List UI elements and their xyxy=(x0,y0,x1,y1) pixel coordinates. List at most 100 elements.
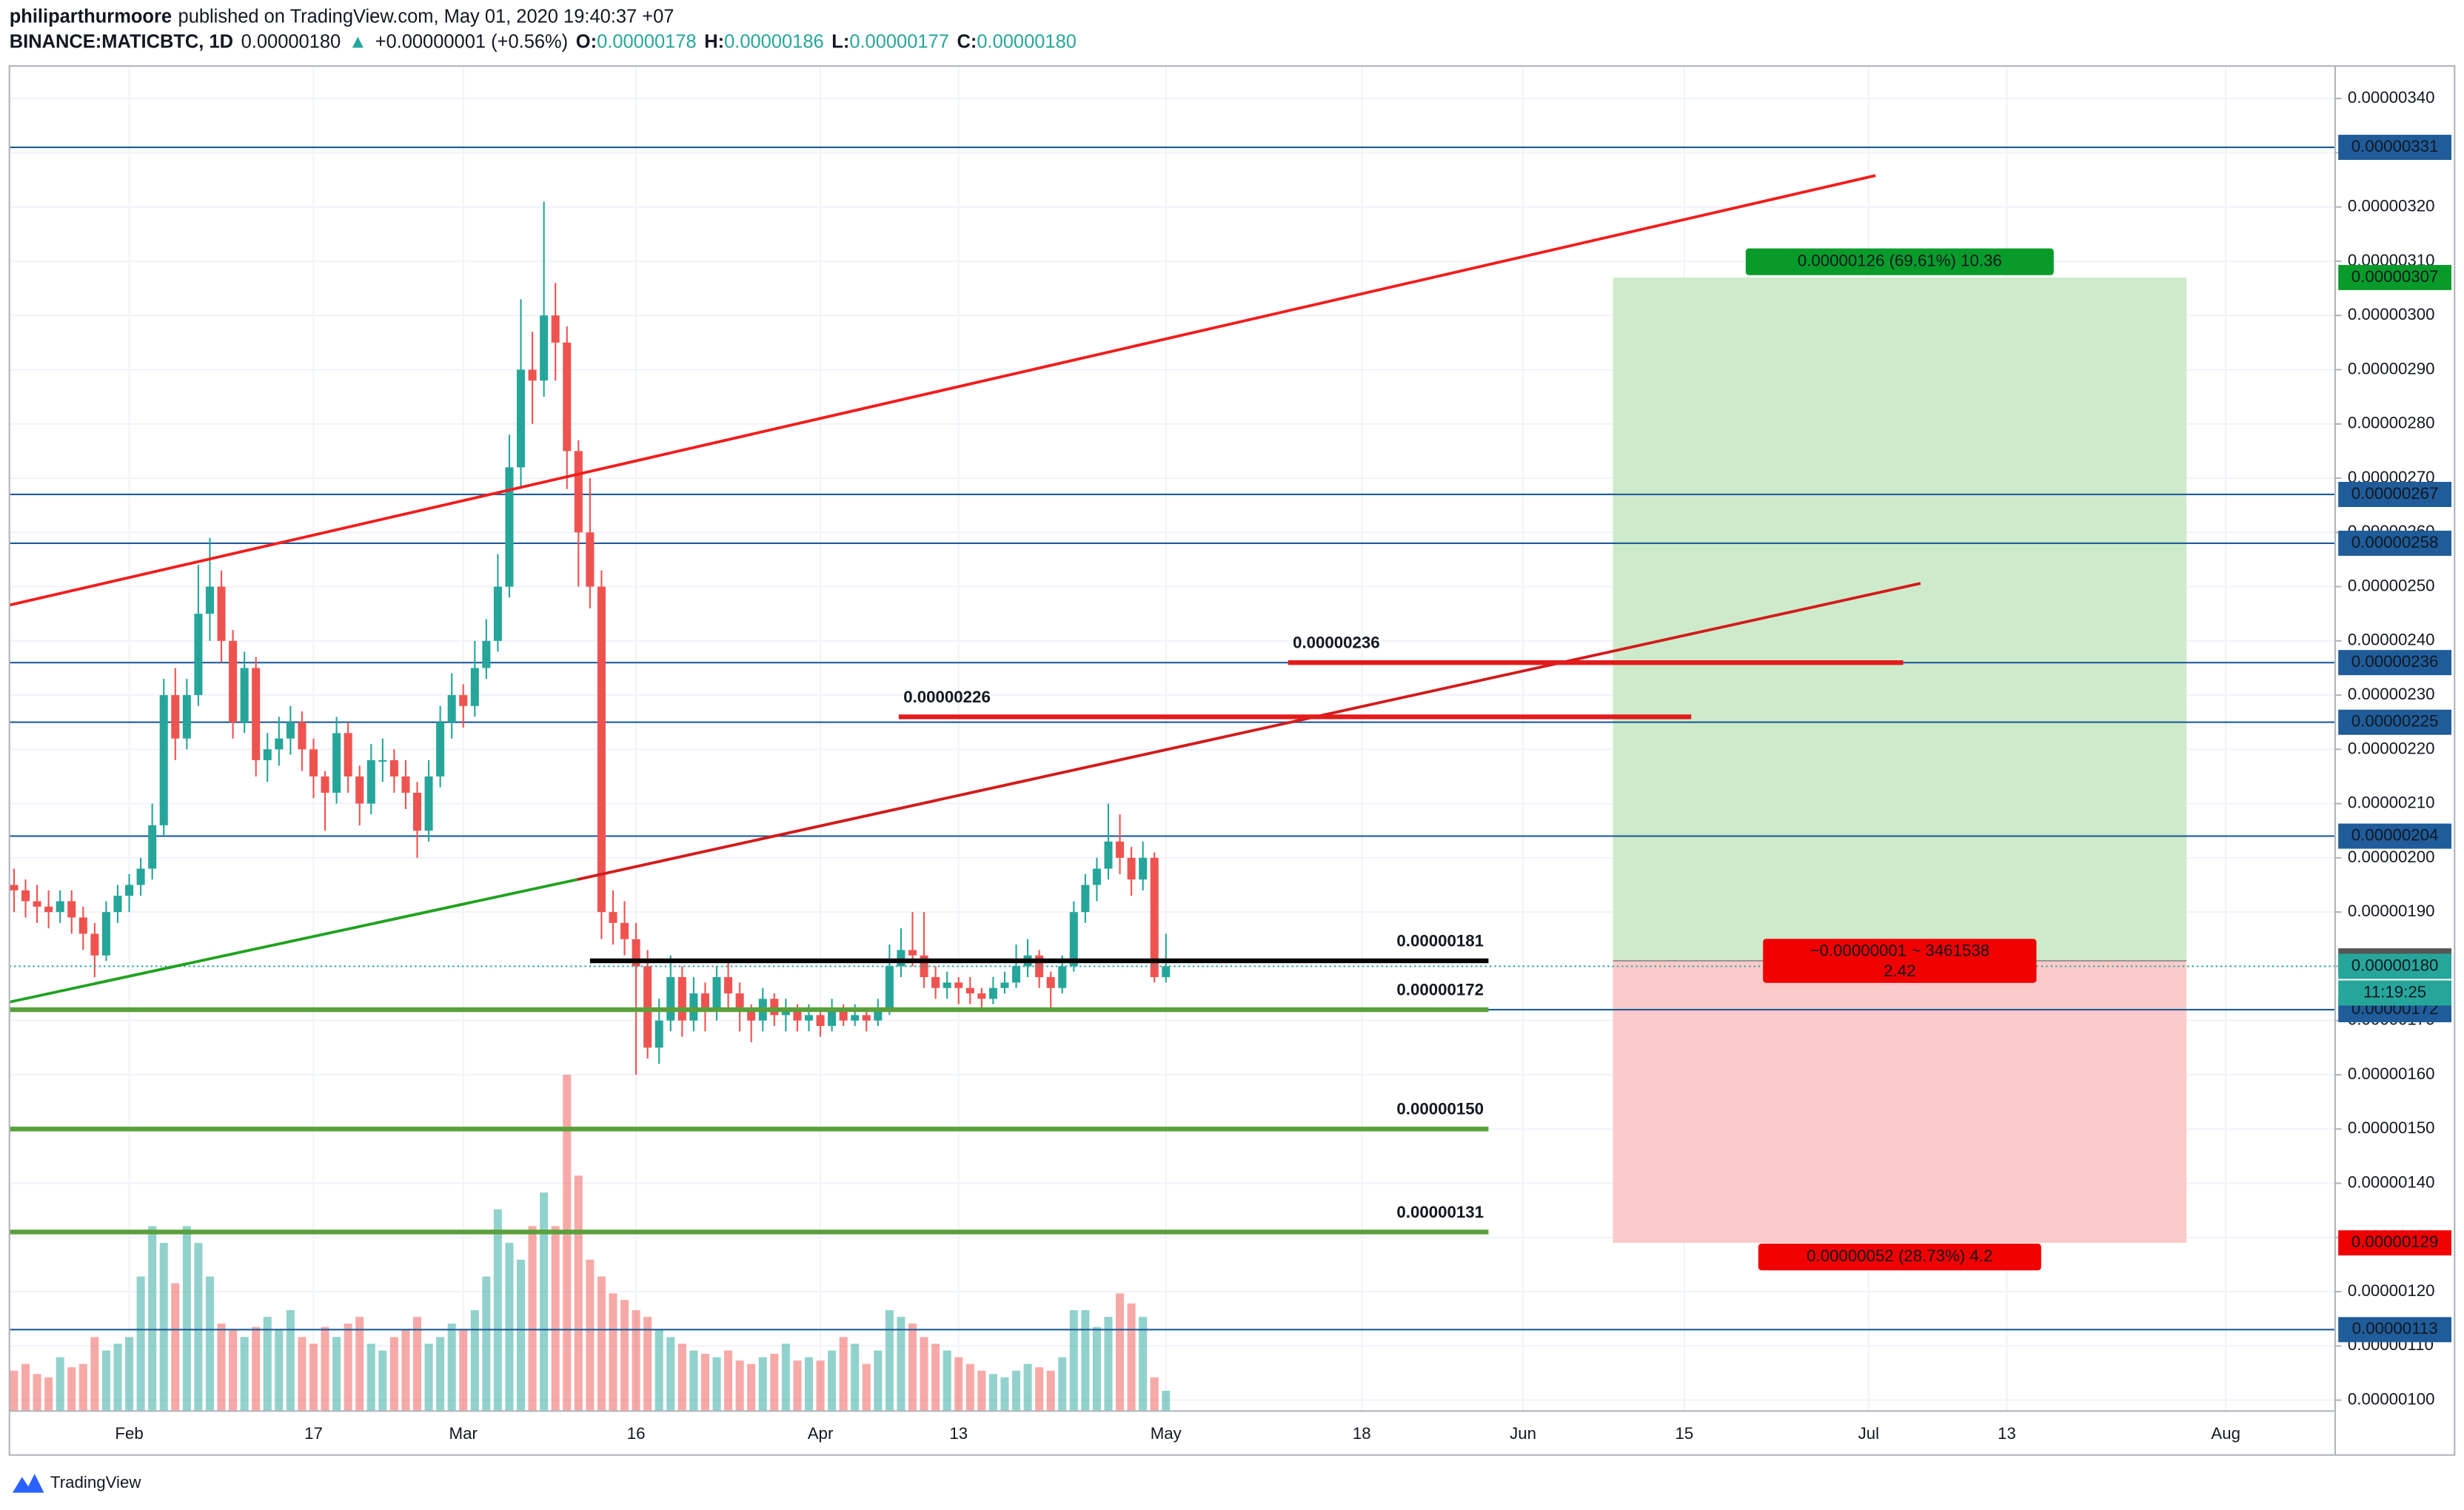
candle-body xyxy=(770,999,779,1016)
quote-line: BINANCE:MATICBTC, 1D 0.00000180 ▲ +0.000000… xyxy=(10,31,1077,52)
x-tick-label: May xyxy=(1151,1424,1182,1443)
candle-body xyxy=(332,733,341,793)
volume-bar xyxy=(412,1317,422,1412)
candle-body xyxy=(344,733,352,777)
volume-bar xyxy=(517,1259,526,1412)
candle-body xyxy=(597,586,606,913)
candle-body xyxy=(67,901,76,918)
volume-bar xyxy=(136,1276,145,1412)
candle-body xyxy=(171,695,180,739)
volume-bar xyxy=(1127,1303,1136,1412)
y-tick-label: 0.00000290 xyxy=(2348,359,2435,378)
price-line-label-box xyxy=(2338,482,2452,507)
change: +0.00000001 (+0.56%) xyxy=(375,31,569,52)
entry-label: −0.00000001 ~ 3461538 xyxy=(1810,941,1990,959)
volume-bar xyxy=(90,1337,99,1412)
volume-bar xyxy=(609,1293,617,1412)
volume-bar xyxy=(965,1363,974,1412)
volume-bar xyxy=(528,1226,537,1412)
candle-body xyxy=(355,776,364,804)
target-label: 0.00000126 (69.61%) 10.36 xyxy=(1798,252,2002,270)
candle-body xyxy=(724,977,733,994)
y-tick-label: 0.00000250 xyxy=(2348,576,2435,594)
candle-body xyxy=(735,993,744,1010)
candle-body xyxy=(654,1020,663,1048)
volume-bar xyxy=(563,1074,572,1412)
trend-line xyxy=(577,582,1921,882)
brand[interactable]: TradingView xyxy=(50,1473,141,1491)
candle-body xyxy=(1150,857,1159,978)
volume-bar xyxy=(332,1337,341,1412)
price-line-label-box xyxy=(2338,530,2452,556)
volume-bar xyxy=(436,1337,445,1412)
volume-bar xyxy=(56,1357,64,1412)
level-label: 0.00000150 xyxy=(1396,1100,1484,1118)
candle-body xyxy=(781,1010,790,1016)
candle-body xyxy=(482,640,491,668)
candle-body xyxy=(78,917,87,934)
candle-body xyxy=(816,1015,825,1027)
open: 0.00000178 xyxy=(597,31,697,52)
candle-body xyxy=(182,695,191,739)
volume-bar xyxy=(182,1226,191,1412)
volume-bar xyxy=(874,1350,883,1412)
x-tick-label: 13 xyxy=(949,1424,968,1443)
price-line-label: 0.00000267 xyxy=(2351,484,2439,503)
marker-label: 0.00000307 xyxy=(2351,267,2439,286)
volume-bar xyxy=(229,1330,238,1412)
volume-bar xyxy=(205,1276,214,1412)
x-tick-label: 13 xyxy=(1998,1424,2016,1443)
candle-body xyxy=(21,890,30,902)
volume-bar xyxy=(67,1367,76,1412)
candle-body xyxy=(286,722,295,739)
candle-body xyxy=(309,749,318,776)
volume-bar xyxy=(378,1350,387,1412)
candle-body xyxy=(505,467,514,587)
volume-bar xyxy=(240,1337,249,1412)
candle-body xyxy=(1139,857,1148,880)
candle-body xyxy=(1012,966,1021,983)
volume-bar xyxy=(1069,1309,1078,1412)
arrow: ▲ xyxy=(349,31,367,52)
x-tick-label: 16 xyxy=(627,1424,646,1443)
loss-zone xyxy=(1613,961,2187,1244)
price-line-label-box xyxy=(2338,709,2452,735)
volume-bar xyxy=(401,1330,410,1412)
y-tick-label: 0.00000100 xyxy=(2348,1389,2435,1408)
candle-body xyxy=(747,1010,756,1021)
level-label: 0.00000131 xyxy=(1396,1203,1484,1221)
volume-bar xyxy=(275,1330,284,1412)
x-tick-label: Apr xyxy=(808,1424,834,1443)
candle-body xyxy=(954,982,963,988)
candle-body xyxy=(90,933,99,956)
candle-body xyxy=(965,987,974,994)
y-tick-label: 0.00000190 xyxy=(2348,902,2435,920)
volume-bar xyxy=(1035,1367,1044,1412)
candle-body xyxy=(401,776,410,793)
open-key: O: xyxy=(576,31,597,52)
price-line-label-box xyxy=(2338,650,2452,676)
volume-bar xyxy=(666,1337,675,1412)
candle-body xyxy=(101,912,110,956)
candle-body xyxy=(113,896,122,913)
volume-bar xyxy=(862,1363,871,1412)
candle-body xyxy=(389,760,398,776)
author[interactable]: philiparthurmoore xyxy=(10,6,172,27)
volume-bar xyxy=(217,1323,226,1412)
x-tick-label: Aug xyxy=(2211,1424,2240,1443)
volume-bar xyxy=(885,1309,894,1412)
candle-body xyxy=(275,738,284,750)
candle-body xyxy=(839,1010,848,1021)
candle-body xyxy=(1104,841,1113,869)
volume-bar xyxy=(1023,1363,1032,1412)
marker-label-box xyxy=(2338,1230,2452,1256)
volume-bar xyxy=(897,1317,905,1412)
candle-body xyxy=(447,695,456,722)
trend-line xyxy=(9,174,1876,607)
y-tick-label: 0.00000220 xyxy=(2348,739,2435,757)
candle-body xyxy=(620,922,629,939)
volume-bar xyxy=(781,1343,790,1412)
candle-body xyxy=(862,1015,871,1021)
volume-bar xyxy=(1092,1326,1101,1412)
x-tick-label: 15 xyxy=(1675,1424,1694,1443)
